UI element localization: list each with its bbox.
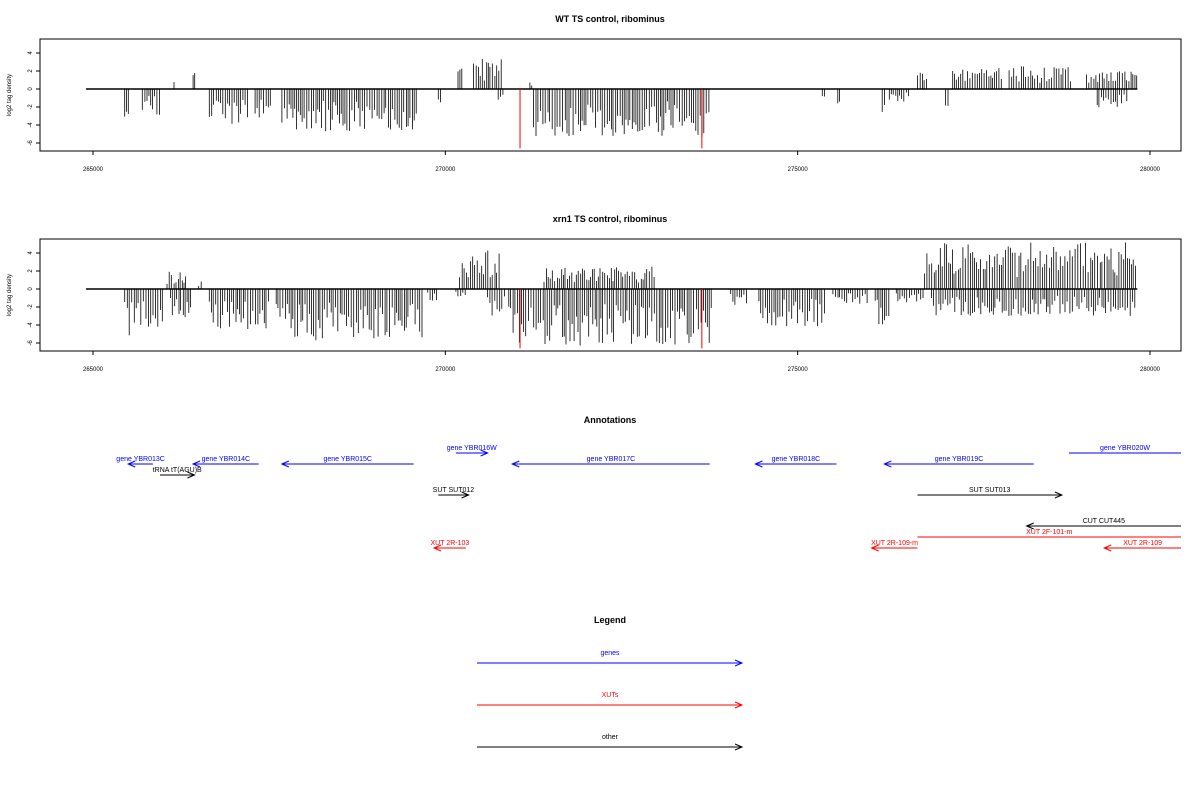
feature-arrowhead — [191, 460, 201, 468]
feature-label: gene YBR015C — [323, 456, 372, 463]
feature-arrowhead — [1102, 544, 1112, 552]
legend-entry-label: genes — [600, 650, 620, 657]
feature-label: CUT CUT445 — [1083, 518, 1125, 525]
feature-label: gene YBR013C — [116, 456, 165, 463]
feature-label: SUT SUT012 — [433, 487, 475, 494]
wt-y-ticks: 4 2 0 -2 -4 -6 — [28, 51, 40, 146]
feature-label: gene YBR019C — [935, 456, 984, 463]
feature-arrowhead — [1054, 491, 1064, 499]
wt-x-tick-label: 270000 — [435, 167, 456, 173]
feature-arrowhead — [511, 460, 520, 468]
feature-label: XUT 2F-101-m — [1026, 529, 1072, 536]
wt-y-tick-label: 0 — [28, 87, 34, 91]
legend-title: Legend — [594, 615, 626, 625]
feature-arrowhead — [754, 460, 763, 468]
legend-entry-label: other — [602, 734, 619, 741]
xrn1-y-tick-label: -6 — [28, 340, 34, 346]
feature-arrowhead — [1025, 522, 1034, 530]
feature-arrowhead — [461, 491, 470, 499]
xrn1-x-tick-label: 275000 — [788, 367, 809, 373]
feature-arrowhead — [883, 460, 892, 468]
feature-arrowhead — [870, 544, 879, 552]
feature-arrowhead — [480, 449, 489, 457]
feature-label: gene YBR018C — [772, 456, 821, 463]
wt-y-tick-label: -2 — [28, 104, 34, 110]
wt-panel-title: WT TS control, ribominus — [555, 14, 665, 24]
legend-panel: Legend genes XUTs other — [477, 615, 744, 751]
legend-entries: genes XUTs other — [477, 650, 744, 751]
xrn1-y-axis-label: log2 tag density — [7, 274, 13, 316]
xrn1-panel: xrn1 TS control, ribominus log2 tag dens… — [7, 214, 1182, 373]
wt-x-tick-label: 275000 — [788, 167, 809, 173]
xrn1-x-tick-label: 280000 — [1140, 367, 1161, 373]
feature-label: gene YBR014C — [202, 456, 251, 463]
annotations-title: Annotations — [584, 415, 637, 425]
feature-label: gene YBR017C — [587, 456, 636, 463]
legend-entry-arrowhead — [734, 743, 744, 751]
wt-signal — [85, 58, 1138, 149]
wt-y-tick-label: 4 — [28, 51, 34, 55]
xrn1-y-tick-label: -4 — [28, 322, 34, 328]
xrn1-x-ticks: 265000 270000 275000 280000 — [83, 351, 1161, 373]
wt-y-tick-label: 2 — [28, 69, 34, 73]
feature-label: XUT 2R-109 — [1123, 540, 1162, 547]
xrn1-plot-frame — [39, 238, 1182, 352]
feature-arrowhead — [432, 544, 442, 552]
wt-y-axis-label: log2 tag density — [7, 74, 13, 116]
xrn1-x-tick-label: 265000 — [83, 367, 104, 373]
xrn1-signal — [85, 242, 1138, 349]
feature-label: XUT 2R-109-m — [871, 540, 918, 547]
xrn1-y-ticks: 4 2 0 -2 -4 -6 — [28, 251, 40, 346]
feature-label: gene YBR016W — [447, 445, 497, 452]
wt-x-tick-label: 280000 — [1140, 167, 1161, 173]
wt-x-ticks: 265000 270000 275000 280000 — [83, 151, 1161, 173]
xrn1-y-tick-label: -2 — [28, 304, 34, 310]
xrn1-x-tick-label: 270000 — [435, 367, 456, 373]
feature-arrowhead — [126, 460, 136, 468]
legend-entry-label: XUTs — [602, 692, 619, 699]
feature-arrowhead — [187, 471, 196, 479]
wt-panel: WT TS control, ribominus log2 tag densit… — [7, 14, 1182, 173]
xrn1-panel-title: xrn1 TS control, ribominus — [553, 214, 668, 224]
xrn1-y-tick-label: 2 — [28, 269, 34, 273]
wt-y-tick-label: -4 — [28, 122, 34, 128]
feature-arrowhead — [280, 460, 290, 468]
legend-entry-arrowhead — [734, 701, 744, 709]
feature-label: XUT 2R-103 — [431, 540, 470, 547]
wt-x-tick-label: 265000 — [83, 167, 104, 173]
feature-label: SUT SUT013 — [969, 487, 1011, 494]
legend-entry-arrowhead — [734, 659, 744, 667]
wt-y-tick-label: -6 — [28, 140, 34, 146]
xrn1-y-tick-label: 0 — [28, 287, 34, 291]
xrn1-y-tick-label: 4 — [28, 251, 34, 255]
wt-plot-frame — [39, 38, 1182, 152]
feature-label: gene YBR020W — [1100, 445, 1150, 452]
feature-label: tRNA tT(AGU)B — [153, 467, 202, 474]
